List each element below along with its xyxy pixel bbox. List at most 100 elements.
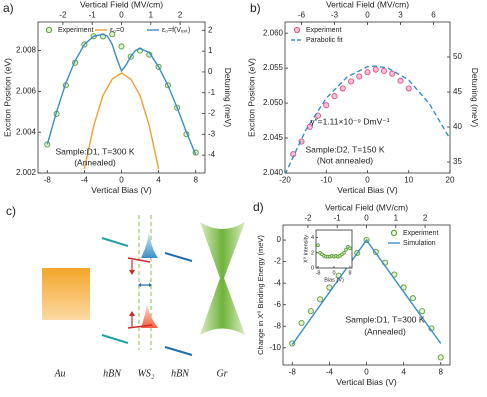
x2-tick-label: 3 (398, 11, 403, 20)
arrow-head (138, 283, 152, 287)
panel-label: c) (6, 204, 16, 218)
layer-label: hBN (171, 368, 190, 379)
state-peak (141, 304, 158, 328)
data-point (109, 31, 116, 38)
data-point (380, 67, 388, 74)
data-point (397, 77, 404, 84)
y-tick-label: 2.045 (263, 133, 284, 142)
legend-label: Experiment (403, 230, 438, 237)
data-point (347, 78, 355, 85)
x-tick-label: 4 (156, 175, 161, 184)
data-layer (44, 31, 199, 170)
x-axis-label: Vertical Bias (V) (91, 185, 152, 195)
y-axis-label: X⁰ Intensity (302, 235, 309, 263)
y-tick-label: 4 (311, 235, 314, 241)
x-tick-label: 0 (119, 175, 124, 184)
x2-tick-label: 2 (423, 214, 428, 223)
legend-label: Parabolic fit (306, 37, 343, 44)
x2-tick-label: 0 (364, 214, 369, 223)
data-line (285, 65, 450, 173)
x-tick-label: 0 (365, 175, 370, 184)
data-line (46, 33, 197, 155)
y-tick-label: -2 (274, 257, 282, 266)
hbn-band (101, 334, 129, 344)
x-axis-label: Vertical Bias (V) (336, 377, 397, 387)
x-tick-label: -4 (81, 175, 89, 184)
data-point (307, 308, 314, 315)
x2-tick-label: 1 (394, 214, 399, 223)
y2-tick-label: 1 (208, 46, 213, 55)
state-peak (141, 232, 158, 258)
hbn-band (164, 252, 193, 262)
x-tick-label: -20 (279, 175, 291, 184)
x2-axis-label: Vertical Field (MV/cm) (325, 202, 408, 212)
annotation: (Not annealed) (317, 155, 373, 165)
legend-symbol (45, 26, 53, 34)
x-tick-label: 8 (438, 367, 443, 376)
panel-label: b) (250, 1, 261, 15)
level (127, 324, 153, 329)
data-point (344, 247, 348, 252)
x2-tick-label: -6 (298, 11, 306, 20)
x-tick-label: 0 (364, 367, 369, 376)
y-tick-label: 0 (311, 265, 314, 271)
chart: -8 -4 0 4 8 Vertical Bias (V) -2 -1 0 1 2 Vertical … (253, 200, 451, 387)
au-block (42, 268, 90, 320)
x2-tick-label: -2 (304, 214, 312, 223)
panel-label: a) (3, 1, 14, 15)
y-tick-label: 2.006 (16, 86, 37, 95)
x2-tick-label: 6 (431, 11, 436, 20)
x2-axis-label: Vertical Field (MV/cm) (326, 0, 409, 9)
x-tick-label: -8 (316, 270, 321, 276)
data-point (118, 43, 125, 50)
y-axis-label: Change in X⁰ Binding Energy (meV) (256, 235, 265, 355)
y-tick-label: 2.008 (16, 46, 37, 55)
data-point (405, 85, 412, 92)
data-point (364, 69, 371, 76)
x2-tick-label: 0 (365, 11, 370, 20)
x2-axis-label: Vertical Field (MV/cm) (80, 0, 163, 9)
y-axis-label: Exciton Position (eV) (246, 58, 256, 137)
y-tick-label: 2.002 (16, 168, 37, 177)
panel-label: d) (253, 200, 264, 214)
data-point (409, 295, 416, 302)
layer-label: Gr (216, 368, 227, 379)
x2-tick-label: -3 (331, 11, 339, 20)
data-point (419, 308, 426, 315)
y2-tick-label: -1 (208, 88, 216, 97)
legend-label: ε₀=0 (110, 27, 124, 34)
data-point (339, 85, 346, 92)
legend-symbol (293, 26, 301, 34)
legend-label: Experiment (306, 27, 341, 34)
x-tick-label: -4 (326, 367, 334, 376)
x-tick-label: -8 (44, 175, 52, 184)
data-point (298, 319, 305, 327)
annotation: (Annealed) (74, 157, 116, 167)
x2-tick-label: -1 (89, 11, 97, 20)
y-tick-label: 2.040 (263, 168, 284, 177)
layer-label: Au (53, 368, 65, 379)
hbn-band (164, 346, 193, 356)
data-line (291, 238, 442, 345)
y2-tick-label: 50 (453, 52, 462, 61)
x2-tick-label: 0 (119, 11, 124, 20)
x-tick-label: 4 (401, 367, 406, 376)
y2-axis-label: Detuning (meV) (223, 68, 233, 128)
data-layer (285, 65, 450, 173)
y-tick-label: 2.050 (263, 98, 284, 107)
annotation: (Annealed) (364, 326, 406, 336)
data-layer (316, 243, 352, 259)
x-tick-label: 10 (404, 175, 413, 184)
x2-tick-label: -1 (334, 214, 342, 223)
annotation: Sample:D1, T=300 K (346, 314, 425, 324)
x-axis-label: Bias (V) (324, 278, 344, 284)
hbn-band (101, 237, 129, 247)
x-tick-label: 0 (332, 270, 335, 276)
x-tick-label: 20 (446, 175, 455, 184)
y2-axis-label: Detuning (meV) (470, 68, 480, 128)
x2-tick-label: 1 (149, 11, 154, 20)
y2-tick-label: -3 (208, 129, 216, 138)
data-point (331, 93, 338, 100)
x2-tick-label: -2 (59, 11, 67, 20)
